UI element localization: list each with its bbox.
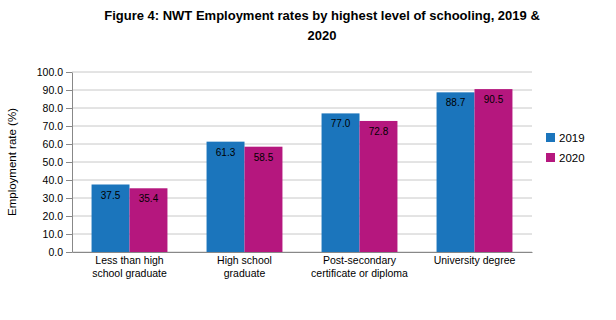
- y-tick-label: 20.0: [43, 210, 64, 222]
- text-line: school graduate: [92, 267, 167, 279]
- x-tick-label: University degree: [434, 254, 516, 266]
- y-tick: 40.0: [43, 174, 72, 186]
- bar: [360, 121, 398, 252]
- y-tick-mark: [66, 198, 72, 199]
- y-tick-label: 50.0: [43, 156, 64, 168]
- x-tick: Less than highschool graduate: [92, 254, 167, 279]
- bar: [437, 92, 475, 252]
- data-label: 37.5: [101, 190, 121, 201]
- text-line: University degree: [434, 254, 516, 266]
- legend-label: 2020: [559, 152, 585, 164]
- y-tick-mark: [66, 180, 72, 181]
- y-axis: 0.0 10.0 20.0 30.0 40.0 50.0 60.0 70.0 80.0 90.0 1…: [37, 66, 73, 258]
- y-tick: 100.0: [37, 66, 72, 78]
- y-tick-mark: [66, 72, 72, 73]
- legend: 2019 2020: [546, 132, 585, 164]
- x-tick: High schoolgraduate: [217, 254, 272, 279]
- x-tick-label: Less than highschool graduate: [92, 254, 167, 279]
- data-label: 88.7: [446, 97, 466, 108]
- legend-swatch: [546, 153, 555, 162]
- x-axis-line: [73, 252, 533, 253]
- data-label: 72.8: [369, 126, 389, 137]
- y-tick-label: 60.0: [43, 138, 64, 150]
- text-line: High school: [217, 254, 272, 266]
- y-tick-mark: [66, 90, 72, 91]
- y-tick-label: 80.0: [43, 102, 64, 114]
- y-tick-mark: [66, 252, 72, 253]
- y-tick-label: 70.0: [43, 120, 64, 132]
- y-tick: 50.0: [43, 156, 72, 168]
- x-tick: Post-secondarycertificate or diploma: [311, 254, 408, 279]
- y-tick-label: 30.0: [43, 192, 64, 204]
- data-label: 77.0: [331, 118, 351, 129]
- x-axis: Less than highschool graduate High school…: [73, 253, 533, 280]
- y-tick: 0.0: [48, 246, 72, 258]
- chart: Figure 4: NWT Employment rates by highes…: [0, 0, 616, 320]
- text-line: 2020: [308, 28, 337, 43]
- y-tick-mark: [66, 234, 72, 235]
- chart-title: Figure 4: NWT Employment rates by highes…: [104, 8, 540, 43]
- text-line: Figure 4: NWT Employment rates by highes…: [104, 8, 540, 23]
- y-tick-label: 90.0: [43, 84, 64, 96]
- legend-swatch: [546, 133, 555, 142]
- y-tick-mark: [66, 108, 72, 109]
- grid-line: [72, 90, 532, 91]
- bar: [322, 113, 360, 252]
- y-tick: 10.0: [43, 228, 72, 240]
- x-tick: University degree: [434, 254, 516, 266]
- y-tick-mark: [66, 126, 72, 127]
- y-tick-label: 100.0: [37, 66, 63, 78]
- y-tick: 20.0: [43, 210, 72, 222]
- bar: [245, 147, 283, 252]
- y-tick-label: 40.0: [43, 174, 64, 186]
- bar: [475, 89, 513, 252]
- legend-label: 2019: [559, 132, 585, 144]
- bar: [207, 142, 245, 252]
- data-label: 35.4: [139, 193, 159, 204]
- text-line: Post-secondary: [323, 254, 397, 266]
- y-tick-mark: [66, 162, 72, 163]
- x-tick-label: High schoolgraduate: [217, 254, 272, 279]
- bar: [92, 185, 130, 253]
- y-tick-mark: [66, 144, 72, 145]
- y-axis-line: [72, 73, 73, 253]
- grid-line: [72, 72, 532, 73]
- data-label: 58.5: [254, 152, 274, 163]
- text-line: graduate: [224, 267, 266, 279]
- bar: [130, 188, 168, 252]
- y-tick-mark: [66, 216, 72, 217]
- y-tick-label: 0.0: [48, 246, 63, 258]
- y-tick: 70.0: [43, 120, 72, 132]
- grid: [72, 72, 532, 252]
- x-tick-label: Post-secondarycertificate or diploma: [311, 254, 408, 279]
- data-labels: 37.5 61.3 77.0 88.7 35.4 58.5 72.8 90.5: [101, 94, 504, 204]
- y-tick: 90.0: [43, 84, 72, 96]
- y-tick: 80.0: [43, 102, 72, 114]
- text-line: certificate or diploma: [311, 267, 408, 279]
- plot: 37.5 61.3 77.0 88.7 35.4 58.5 72.8 90.5 0.0 10.0 2…: [37, 66, 533, 279]
- data-label: 90.5: [484, 94, 504, 105]
- text-line: Less than high: [95, 254, 163, 266]
- data-label: 61.3: [216, 147, 236, 158]
- y-axis-title: Employment rate (%): [6, 108, 18, 216]
- bars: [92, 89, 513, 252]
- y-tick-label: 10.0: [43, 228, 64, 240]
- y-tick: 30.0: [43, 192, 72, 204]
- y-tick: 60.0: [43, 138, 72, 150]
